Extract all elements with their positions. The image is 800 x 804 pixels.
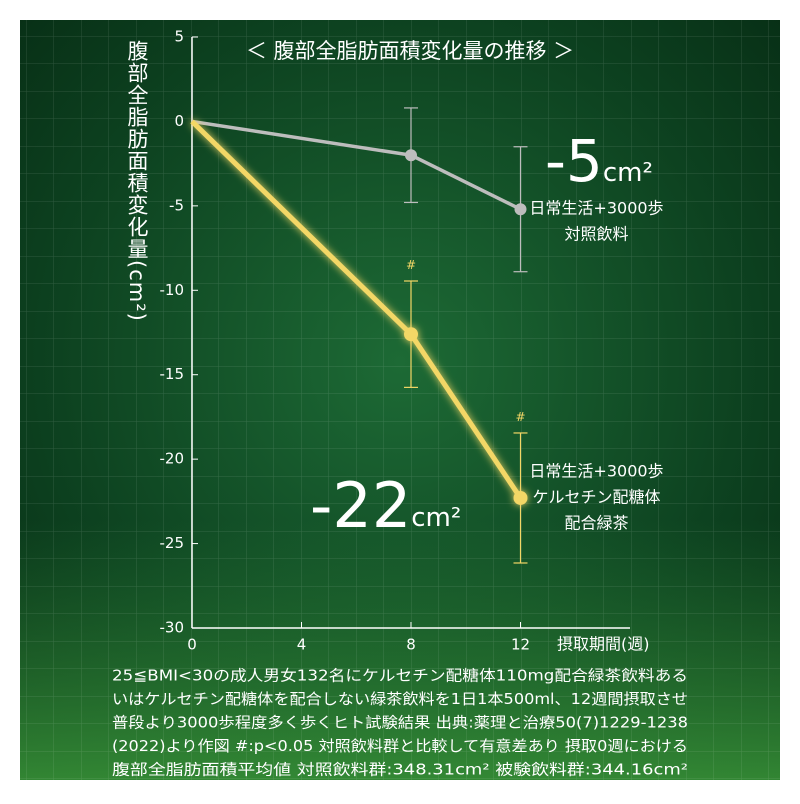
series-label: ケルセチン配糖体 xyxy=(532,487,660,506)
significance-mark: # xyxy=(406,258,416,272)
y-tick-label: -5 xyxy=(169,196,184,214)
x-tick-label: 4 xyxy=(297,636,307,654)
result-value: -5 xyxy=(545,127,603,195)
series-label: 配合緑茶 xyxy=(564,513,628,532)
series-label: 日常生活+3000歩 xyxy=(529,461,663,480)
y-tick-label: -30 xyxy=(160,619,185,637)
footnote-line: (2022)より作図 #:p<0.05 対照飲料群と比較して有意差あり 摂取0週… xyxy=(112,737,688,755)
footnote-line: 普段より3000歩程度多く歩くヒト試験結果 出典:薬理と治療50(7)1229-… xyxy=(112,714,688,732)
result-unit: cm² xyxy=(411,503,461,533)
y-tick-label: -25 xyxy=(160,534,185,552)
result-value: -22 xyxy=(310,469,411,542)
y-tick-label: 0 xyxy=(174,112,184,130)
y-tick-label: -10 xyxy=(160,281,185,299)
y-tick-label: 5 xyxy=(174,28,184,46)
result-annotation: -22cm² xyxy=(310,469,461,542)
background-grid xyxy=(20,20,780,780)
result-annotation: -5cm² xyxy=(545,127,653,195)
error-bar xyxy=(404,280,418,388)
series-label: 日常生活+3000歩 xyxy=(529,199,663,218)
y-tick-label: -15 xyxy=(160,365,185,383)
error-bar xyxy=(513,432,528,564)
chart-title: ＜ 腹部全脂肪面積変化量の推移 ＞ xyxy=(246,39,574,63)
series-label: 対照飲料 xyxy=(564,225,628,244)
y-axis-label: 腹部全脂肪面積変化量(cm²) xyxy=(125,40,149,322)
x-tick-label: 12 xyxy=(511,636,530,654)
significance-mark: # xyxy=(515,410,525,424)
error-bar xyxy=(404,107,418,204)
x-tick-label: 0 xyxy=(187,636,197,654)
footnote-line: いはケルセチン配糖体を配合しない緑茶飲料を1日1本500ml、12週間摂取させ xyxy=(112,690,688,708)
error-bar xyxy=(513,146,528,273)
footnote-line: 腹部全脂肪面積平均値 対照飲料群:348.31cm² 被験飲料群:344.16c… xyxy=(112,761,688,779)
x-tick-label: 8 xyxy=(406,636,416,654)
footnote-line: 25≦BMI<30の成人男女132名にケルセチン配糖体110mg配合緑茶飲料ある xyxy=(112,667,688,685)
y-tick-label: -20 xyxy=(160,450,185,468)
x-axis-label: 摂取期間(週) xyxy=(557,635,650,654)
result-unit: cm² xyxy=(603,158,653,188)
